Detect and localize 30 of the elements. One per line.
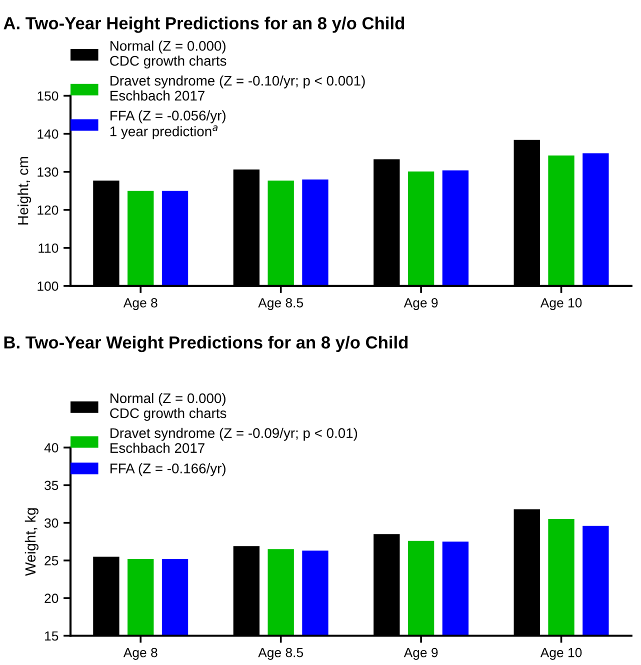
y-tick-label: 110 [38,243,58,253]
x-tick-label: Age 8.5 [258,648,304,660]
legend-label: Normal (Z = 0.000) CDC growth charts [110,40,226,69]
x-tick-label: Age 10 [540,298,582,310]
x-tick-label: Age 8.5 [258,298,304,310]
y-tick-label: 25 [44,556,58,566]
y-tick-label: 20 [44,594,58,604]
legend-label: Dravet syndrome (Z = -0.10/yr; p < 0.001) Eschbach 2017 [110,75,365,101]
chart-title: A. Two-Year Height Predictions for an 8 y/o Child [4,16,404,33]
legend-label: Dravet syndrome (Z = -0.09/yr; p < 0.01) Eschbach 2017 [110,428,358,453]
y-tick-label: 15 [45,631,58,641]
y-tick-label: 120 [38,205,58,215]
x-tick-label: Age 9 [404,298,438,310]
y-axis-title: Weight, kg [24,508,38,576]
legend-label: Normal (Z = 0.000) CDC growth charts [110,392,226,421]
y-tick-label: 40 [44,443,58,452]
chart-title: B. Two-Year Weight Predictions for an 8 y/o Child [4,336,408,352]
legend-label: FFA (Z = -0.166/yr) [110,463,226,476]
y-tick-label: 130 [38,167,58,177]
y-axis-title: Height, cm [18,156,32,225]
y-tick-label: 35 [44,480,58,490]
y-tick-label: 150 [38,91,58,101]
legend-label: FFA (Z = -0.056/yr) 1 year prediction$^{a}$ [110,110,226,140]
x-tick-label: Age 8 [123,298,158,310]
y-tick-label: 140 [38,129,58,139]
x-tick-label: Age 8 [123,648,158,660]
y-tick-label: 100 [38,282,58,291]
x-tick-label: Age 10 [540,648,582,660]
y-tick-label: 30 [44,518,58,528]
x-tick-label: Age 9 [404,648,438,660]
